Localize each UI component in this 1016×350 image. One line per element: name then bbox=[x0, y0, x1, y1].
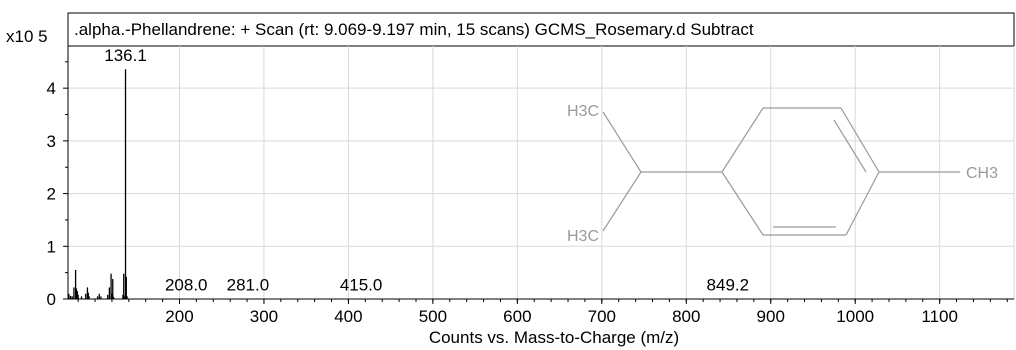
bond-line bbox=[721, 107, 764, 173]
x-tick-label: 1000 bbox=[836, 307, 874, 326]
y-tick-label: 1 bbox=[47, 237, 56, 256]
chart-title: .alpha.-Phellandrene: + Scan (rt: 9.069-… bbox=[74, 20, 754, 39]
title-box bbox=[67, 12, 1015, 47]
labels: 200 300 400 500 600 700 800 900 1000 1100 0 1 2 3 4 136… bbox=[47, 46, 958, 326]
grid bbox=[68, 46, 1015, 299]
structure-label-top-left: H3C bbox=[567, 103, 599, 120]
y-tick-label: 4 bbox=[47, 79, 56, 98]
bond-line bbox=[721, 171, 764, 236]
bond-line bbox=[833, 119, 867, 173]
peak-label: 415.0 bbox=[340, 275, 383, 294]
peak-series bbox=[68, 69, 729, 299]
molecule-structure: H3C H3C CH3 bbox=[567, 103, 998, 245]
x-tick-label: 500 bbox=[419, 307, 447, 326]
bond-line bbox=[840, 107, 880, 173]
bond-line bbox=[602, 171, 642, 232]
y-multiplier: x10 5 bbox=[6, 27, 48, 46]
y-tick-label: 0 bbox=[47, 290, 56, 309]
peak-label: 208.0 bbox=[165, 275, 208, 294]
x-tick-label: 200 bbox=[165, 307, 193, 326]
bond-line bbox=[845, 171, 880, 236]
x-tick-label: 700 bbox=[588, 307, 616, 326]
structure-label-bottom-left: H3C bbox=[567, 228, 599, 245]
x-tick-label: 900 bbox=[757, 307, 785, 326]
y-tick-label: 3 bbox=[47, 132, 56, 151]
y-tick-label: 2 bbox=[47, 185, 56, 204]
x-tick-label: 1100 bbox=[921, 307, 958, 326]
bond-line bbox=[602, 111, 642, 173]
peak-label: 136.1 bbox=[104, 46, 147, 65]
x-axis-title: Counts vs. Mass-to-Charge (m/z) bbox=[429, 328, 679, 347]
x-tick-label: 300 bbox=[250, 307, 278, 326]
peak-label: 281.0 bbox=[227, 275, 270, 294]
axes bbox=[63, 46, 1014, 304]
structure-label-right: CH3 bbox=[966, 165, 998, 182]
peak-label: 849.2 bbox=[707, 275, 750, 294]
x-tick-label: 400 bbox=[334, 307, 362, 326]
x-tick-label: 600 bbox=[503, 307, 531, 326]
x-tick-label: 800 bbox=[672, 307, 700, 326]
